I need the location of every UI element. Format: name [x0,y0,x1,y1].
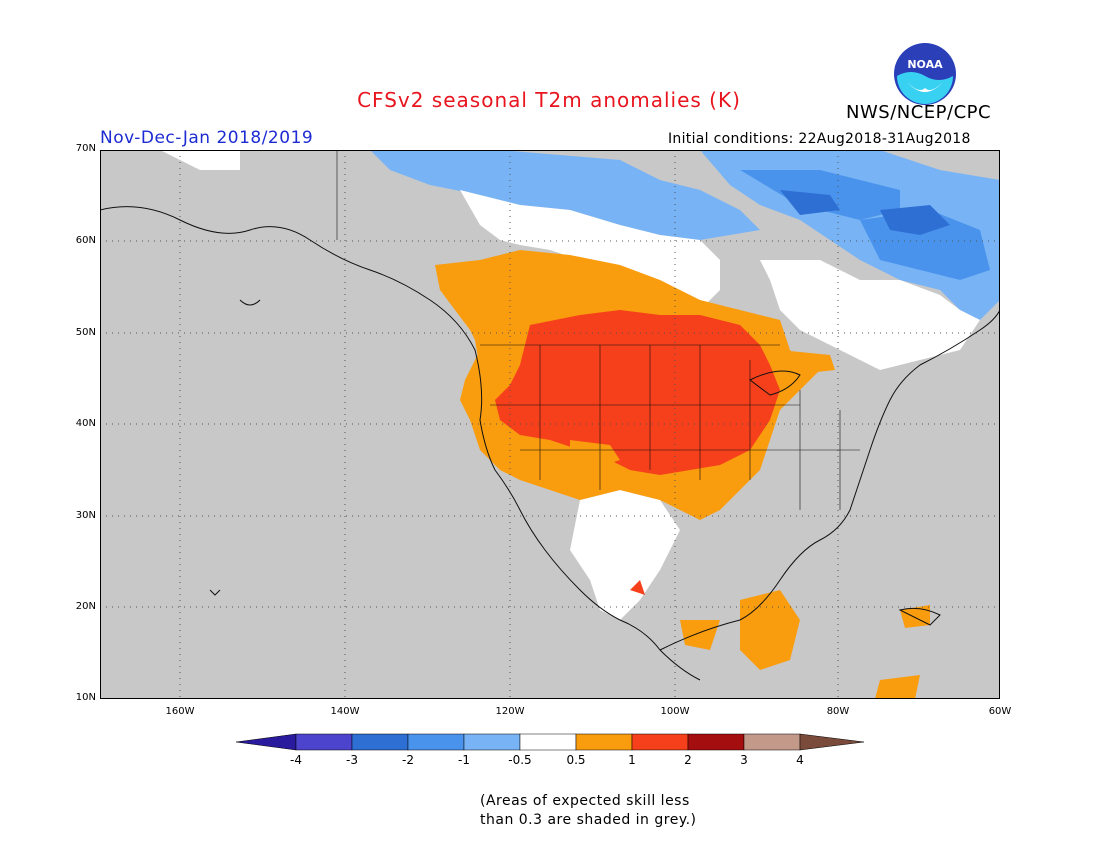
forecast-period: Nov-Dec-Jan 2018/2019 [100,128,314,148]
noaa-logo-icon: NOAA [894,43,956,105]
colorbar-bin [295,733,353,751]
coastlines [100,206,1000,681]
colorbar-bin [743,733,801,751]
agency-label: NWS/NCEP/CPC [846,102,992,123]
colorbar-bin [631,733,689,751]
lon-tick-100w: 100W [660,706,690,717]
colorbar-bin [463,733,521,751]
lon-tick-160w: 160W [165,706,195,717]
colorbar-label: 4 [796,753,804,767]
lat-tick-60: 60N [75,235,96,246]
colorbar-bin [519,733,577,751]
lon-tick-60w: 60W [988,706,1012,717]
lon-tick-140w: 140W [330,706,360,717]
colorbar-label: -1 [458,753,470,767]
colorbar-label: 0.5 [566,753,586,767]
colorbar-label: 2 [684,753,692,767]
state-borders [336,150,860,510]
colorbar-bin [687,733,745,751]
skill-note-line2: than 0.3 are shaded in grey.) [480,812,697,828]
colorbar-bin [351,733,409,751]
colorbar-label: -3 [346,753,358,767]
lat-tick-50: 50N [75,327,96,338]
colorbar-label: 1 [628,753,636,767]
colorbar-label: 3 [740,753,748,767]
lat-tick-10: 10N [75,692,96,703]
colorbar-bin [575,733,633,751]
colorbar-high-arrow [799,733,864,751]
anomaly-map [100,150,1000,699]
warm-anomaly-red-region [495,310,780,595]
colorbar-low-arrow [236,733,297,751]
lat-tick-20: 20N [75,601,96,612]
colorbar-label: -4 [290,753,302,767]
lat-tick-70: 70N [75,143,96,154]
lon-tick-80w: 80W [826,706,850,717]
skill-note-line1: (Areas of expected skill less [480,793,690,809]
colorbar-label: -0.5 [508,753,532,767]
lat-tick-30: 30N [75,510,96,521]
colorbar-bin [407,733,465,751]
colorbar [236,733,864,751]
lon-tick-120w: 120W [495,706,525,717]
graticule [100,150,1000,699]
map-title: CFSv2 seasonal T2m anomalies (K) [357,88,741,112]
lat-tick-40: 40N [75,418,96,429]
cold-anomaly-region [370,150,1000,320]
noaa-logo-text: NOAA [907,58,943,71]
colorbar-label: -2 [402,753,414,767]
initial-conditions: Initial conditions: 22Aug2018-31Aug2018 [668,131,971,147]
